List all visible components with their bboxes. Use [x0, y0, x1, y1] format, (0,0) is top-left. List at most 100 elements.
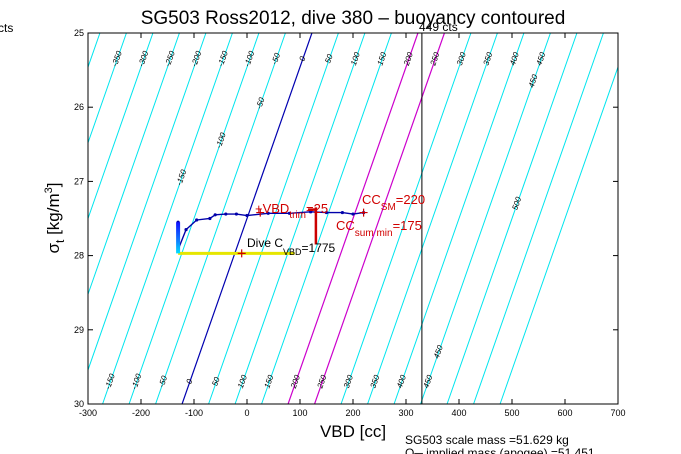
x-tick-label: 500	[504, 408, 519, 418]
series-point	[309, 210, 313, 214]
x-tick-label: 100	[292, 408, 307, 418]
red-marks	[237, 207, 368, 258]
x-tick-label: 0	[244, 408, 249, 418]
series-point	[340, 210, 344, 215]
contour-line	[208, 33, 339, 404]
series-point	[234, 212, 238, 216]
contour-line	[0, 33, 47, 404]
contour-label-bottom: 400	[395, 373, 408, 389]
y-tick-label: 25	[74, 28, 84, 38]
contour-line	[499, 65, 618, 404]
contour-label-left: -150	[175, 168, 189, 187]
red-plus-marker	[359, 208, 368, 217]
contour-label-left: -50	[254, 96, 266, 110]
contour-line	[393, 33, 525, 404]
contour-line	[88, 33, 180, 296]
contour-label-bottom: -50	[157, 374, 169, 388]
contour-label-top: -250	[163, 49, 177, 68]
contour-line	[446, 33, 578, 404]
x-tick-label: 400	[451, 408, 466, 418]
contour-label-bottom: -300	[24, 372, 38, 391]
chart-title: SG503 Ross2012, dive 380 – buoyancy cont…	[141, 8, 566, 29]
y-tick-label: 26	[74, 102, 84, 112]
y-axis-label: σt [kg/m3]	[43, 183, 67, 254]
y-tick-label: 30	[74, 399, 84, 409]
cc-sm-sub: SM	[381, 202, 396, 213]
contour-line	[473, 33, 604, 404]
dive-c-value: =1775	[302, 241, 336, 255]
contour-label-top: -350	[110, 49, 124, 68]
contour-label-top: 300	[455, 51, 468, 67]
contour-label-top: -100	[243, 49, 257, 68]
cc-min-sub: sum min	[355, 228, 393, 239]
svg-text:σt [kg/m3]: σt [kg/m3]	[43, 183, 67, 254]
contour-label-right: 450	[527, 73, 540, 89]
contour-line	[88, 33, 207, 372]
contour-labels: -350 -300 -250 -200 -150 -100 -50 0 50 100 150 200 2…	[21, 49, 548, 391]
y-axis-label-unit: [kg/m	[44, 193, 63, 239]
series-point	[266, 211, 270, 215]
contour-label-top: 400	[508, 51, 521, 67]
contour-line	[340, 33, 472, 404]
contour-label-top: 50	[323, 53, 335, 65]
contour-label-left: -100	[214, 131, 228, 150]
contour-label-bottom: -150	[103, 372, 117, 391]
x-tick-label: -200	[132, 408, 150, 418]
cc-min-value: =175	[393, 218, 422, 233]
contour-label-bottom: 50	[210, 375, 222, 387]
contour-line	[420, 33, 551, 404]
left-cut-label: cts	[0, 21, 13, 35]
y-axis-label-unit-sup: 3	[43, 187, 55, 193]
contour-label-top: 150	[376, 51, 389, 67]
series-point	[213, 213, 217, 217]
red-plus-marker	[256, 208, 265, 217]
contour-label-top: -200	[190, 49, 204, 68]
x-tick-label: 200	[345, 408, 360, 418]
contour-label-bottom: 300	[342, 373, 355, 389]
contour-label-bottom: 200	[289, 373, 302, 390]
series-point	[224, 212, 228, 216]
contour-line	[0, 33, 20, 404]
series-line	[177, 211, 364, 250]
cc-sm-annotation: CCSM=220	[362, 192, 425, 213]
y-tick-label: 27	[74, 176, 84, 186]
contour-label-bottom: 150	[263, 373, 276, 389]
annotations: +VBDtrim=25 CCSM=220 CCsum min=175 Dive …	[247, 20, 595, 454]
contour-label-bottom: 0	[185, 378, 195, 386]
contour-label-left: -400	[21, 227, 35, 246]
cc-sm-label: CC	[362, 192, 381, 207]
contour-label-top: 250	[428, 51, 441, 68]
contour-label-bottom: 250	[315, 373, 328, 390]
dive-c-sub: VBD	[283, 247, 302, 257]
cc-min-label: CC	[336, 218, 355, 233]
contour-line	[128, 33, 260, 404]
series-point	[184, 228, 188, 232]
contour-label-bottom: -100	[130, 372, 144, 391]
contour-lines	[0, 33, 618, 404]
contour-label-top: -50	[270, 51, 282, 65]
y-tick-label: 29	[74, 325, 84, 335]
dive-c-label: Dive C	[247, 236, 283, 250]
contour-label-bottom: 350	[369, 373, 382, 389]
contour-label-right: 450	[432, 344, 445, 360]
contour-label-top: 100	[349, 51, 362, 67]
y-axis-label-main: σ	[44, 243, 63, 254]
series-point	[324, 210, 329, 215]
series-point	[208, 216, 212, 221]
contour-line	[181, 33, 313, 404]
contour-label-right: 500	[510, 195, 523, 211]
contour-line	[261, 33, 392, 404]
x-tick-label: -300	[79, 408, 97, 418]
vbd-trim-annotation: +VBDtrim=25	[255, 201, 328, 221]
x-tick-label: 700	[610, 408, 625, 418]
series-point	[195, 218, 199, 222]
plot-area: -350 -300 -250 -200 -150 -100 -50 0 50 100 150 200 2…	[0, 33, 618, 404]
contour-label-top: -300	[137, 49, 151, 68]
contour-label-bottom: -250	[50, 372, 64, 391]
vbd-trim-value: =25	[306, 201, 328, 216]
contour-line	[88, 33, 127, 145]
y-axis-label-sub: t	[53, 239, 67, 243]
contour-line	[314, 33, 445, 404]
cts-label: 449 cts	[419, 20, 458, 34]
